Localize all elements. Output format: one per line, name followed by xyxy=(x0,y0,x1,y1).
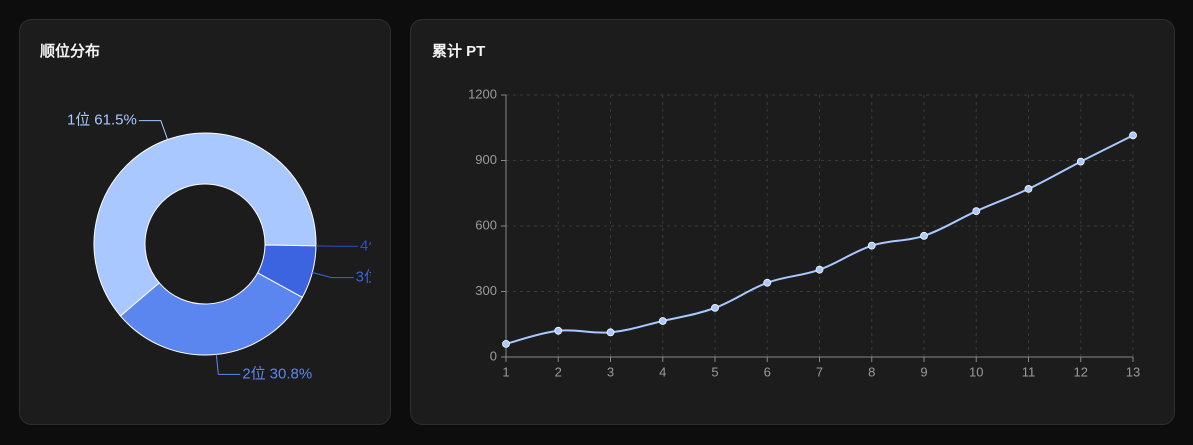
chart-title: 顺位分布 xyxy=(40,42,100,60)
point xyxy=(1025,185,1032,192)
y-tick-label: 0 xyxy=(490,348,497,363)
y-tick-label: 900 xyxy=(475,152,497,167)
x-tick-label: 7 xyxy=(816,364,823,379)
card xyxy=(411,20,1175,425)
point xyxy=(1077,158,1084,165)
x-tick-label: 12 xyxy=(1074,364,1088,379)
x-tick-label: 8 xyxy=(868,364,875,379)
x-tick-label: 13 xyxy=(1126,364,1140,379)
x-tick-label: 10 xyxy=(969,364,983,379)
y-tick-label: 1200 xyxy=(468,86,497,101)
point xyxy=(973,208,980,215)
x-tick-label: 2 xyxy=(555,364,562,379)
x-tick-label: 1 xyxy=(502,364,509,379)
slice-label: 2位 30.8% xyxy=(242,365,312,382)
slice-category: 1位 xyxy=(67,112,90,129)
x-tick-label: 11 xyxy=(1022,364,1036,379)
point xyxy=(712,304,719,311)
slice-value: 30.8% xyxy=(270,365,313,382)
x-tick-label: 9 xyxy=(920,364,927,379)
x-tick-label: 3 xyxy=(607,364,614,379)
x-tick-label: 4 xyxy=(659,364,666,379)
point xyxy=(503,340,510,347)
point xyxy=(868,242,875,249)
point xyxy=(816,266,823,273)
point xyxy=(607,329,614,336)
x-tick-label: 5 xyxy=(711,364,718,379)
slice-value: 61.5% xyxy=(94,112,137,129)
point xyxy=(555,327,562,334)
x-tick-label: 6 xyxy=(764,364,771,379)
point xyxy=(659,317,666,324)
point xyxy=(921,232,928,239)
y-tick-label: 300 xyxy=(475,283,497,298)
chart-title: 累计 PT xyxy=(432,42,485,60)
point xyxy=(764,279,771,286)
y-tick-label: 600 xyxy=(475,217,497,232)
card xyxy=(20,20,391,425)
point xyxy=(1130,132,1137,139)
slice-category: 2位 xyxy=(242,365,265,382)
